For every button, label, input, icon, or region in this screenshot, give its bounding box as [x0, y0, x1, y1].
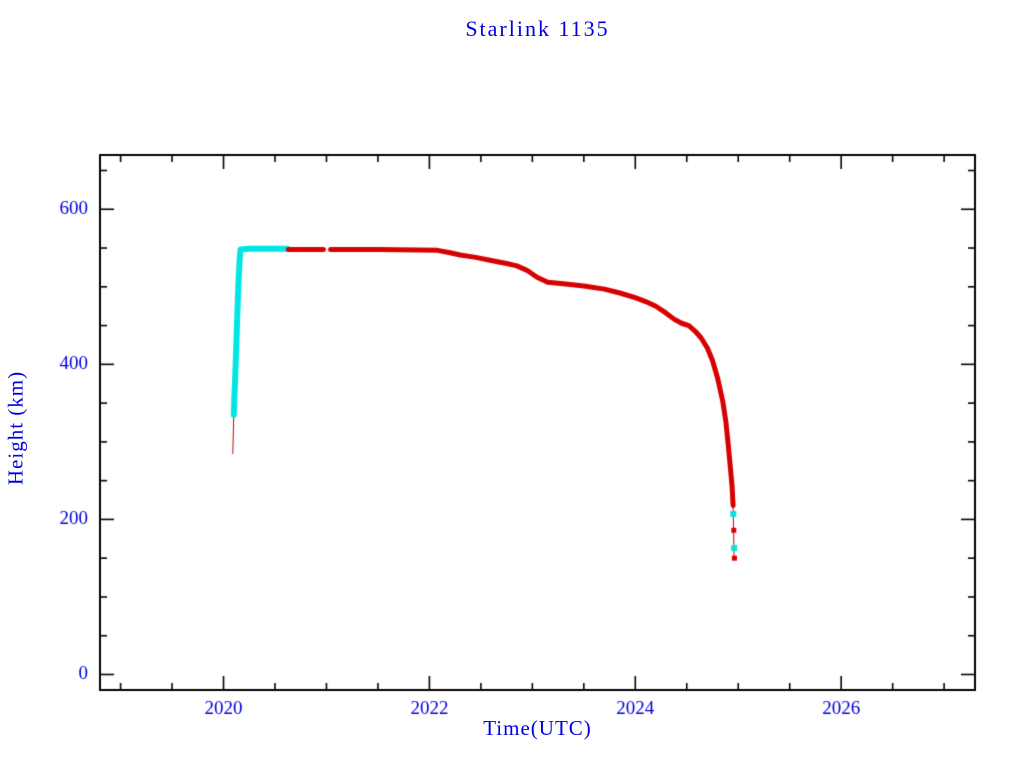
x-axis-label: Time(UTC): [483, 716, 592, 740]
